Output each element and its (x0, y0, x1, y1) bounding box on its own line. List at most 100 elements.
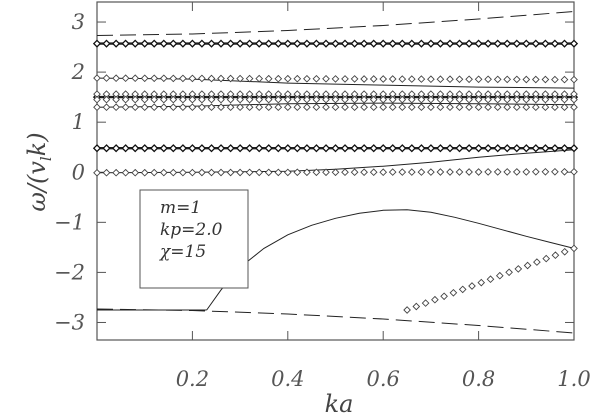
diamond-marker (312, 103, 321, 112)
diamond-marker (446, 75, 454, 84)
diamond-marker (235, 144, 245, 153)
legend-line-chi: χ=15 (159, 242, 206, 262)
diamond-marker (512, 75, 521, 84)
diamond-marker (541, 39, 550, 48)
y-tick-label: 2 (71, 60, 85, 84)
diamond-marker (503, 75, 512, 84)
diamond-marker (474, 39, 483, 48)
diamond-marker (407, 39, 416, 48)
diamond-marker (541, 144, 550, 153)
diamond-marker (427, 103, 435, 112)
diamond-marker (216, 39, 226, 48)
diamond-marker (283, 168, 292, 177)
diamond-marker (426, 39, 436, 48)
diamond-marker (522, 103, 531, 112)
diamond-marker (264, 95, 273, 104)
diamond-marker (150, 168, 159, 177)
diamond-marker (112, 95, 120, 104)
diamond-marker (255, 103, 264, 112)
diamond-marker (523, 261, 532, 270)
diamond-marker (169, 95, 178, 104)
diamond-marker (331, 144, 340, 153)
diamond-marker (465, 168, 473, 176)
y-label-k: k (23, 142, 51, 157)
diamond-marker (431, 295, 439, 304)
diamond-marker (569, 39, 579, 48)
diamond-marker (121, 168, 130, 177)
y-tick-label: −2 (54, 260, 85, 284)
diamond-marker (283, 144, 292, 153)
diamond-marker (360, 168, 368, 177)
diamond-marker (522, 168, 531, 176)
diamond-marker (140, 103, 149, 112)
diamond-marker (369, 75, 378, 83)
y-label-sub: l (37, 156, 55, 161)
diamond-marker (169, 103, 178, 112)
y-label-slash: / (23, 181, 51, 194)
diamond-marker (407, 95, 416, 104)
diamond-marker (379, 75, 388, 83)
diamond-marker (331, 103, 340, 112)
diamond-marker (121, 39, 130, 48)
diamond-marker (417, 103, 426, 112)
diamond-marker (412, 302, 421, 311)
diamond-marker (236, 103, 244, 112)
diamond-marker (379, 39, 388, 48)
diamond-marker (522, 75, 531, 84)
diamond-marker (255, 168, 264, 177)
diamond-marker (570, 95, 578, 104)
diamond-marker (369, 103, 378, 112)
diamond-marker (398, 95, 407, 104)
y-tick-label: 3 (72, 10, 85, 34)
diamond-marker (121, 103, 130, 112)
diamond-marker (550, 144, 560, 153)
diamond-marker (264, 103, 273, 112)
diamond-marker (159, 144, 168, 153)
legend-line-kp: kp=2.0 (160, 220, 223, 240)
diamond-marker (322, 103, 330, 112)
diamond-marker (436, 168, 445, 176)
diamond-marker (150, 103, 159, 112)
x-tick-label: 1.0 (557, 367, 590, 391)
diamond-marker (226, 168, 235, 177)
diamond-marker (150, 39, 159, 48)
diamond-marker (217, 95, 225, 104)
diamond-marker (360, 103, 368, 112)
diamond-marker (255, 144, 264, 153)
diamond-marker (503, 95, 512, 104)
diamond-marker (245, 39, 254, 48)
diamond-marker (226, 95, 235, 104)
dashed-curve (96, 11, 575, 36)
diamond-marker (350, 103, 359, 112)
diamond-marker (245, 103, 254, 112)
y-tick-label: 0 (72, 160, 85, 184)
diamond-marker (197, 144, 207, 153)
diamond-marker (403, 306, 411, 314)
diamond-marker (198, 74, 206, 83)
diamond-marker (359, 144, 369, 153)
diamond-marker (541, 95, 550, 104)
diamond-marker (112, 103, 120, 112)
diamond-marker (274, 103, 283, 112)
diamond-marker (293, 74, 302, 83)
diamond-marker (331, 75, 340, 83)
diamond-marker (111, 39, 121, 48)
diamond-marker (474, 103, 483, 112)
diamond-marker (503, 103, 512, 112)
y-label-close: ) (23, 132, 51, 142)
diamond-marker (531, 167, 540, 176)
diamond-marker (236, 95, 244, 104)
diamond-marker (541, 167, 550, 176)
diamond-marker (207, 144, 216, 153)
diamond-marker (188, 144, 197, 153)
diamond-marker (207, 74, 216, 83)
diamond-marker (421, 299, 430, 307)
diamond-marker (131, 103, 140, 112)
diamond-marker (178, 144, 188, 153)
diamond-marker (493, 103, 502, 112)
diamond-marker (264, 39, 273, 48)
diamond-marker (102, 95, 111, 104)
diamond-marker (226, 144, 235, 153)
diamond-marker (541, 103, 550, 112)
